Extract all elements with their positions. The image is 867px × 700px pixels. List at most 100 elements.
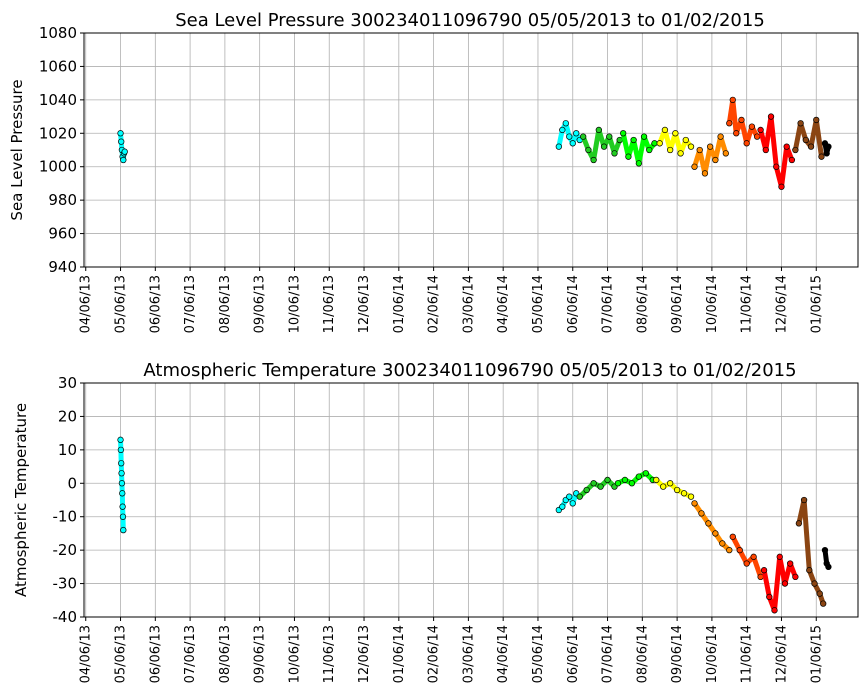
data-point bbox=[807, 143, 815, 150]
x-tick-label: 12/06/13 bbox=[357, 625, 372, 683]
series-aug-2014 bbox=[653, 476, 695, 500]
x-tick-label: 08/06/13 bbox=[218, 275, 233, 333]
data-point bbox=[585, 146, 592, 154]
data-point bbox=[802, 136, 809, 144]
temperature-y-axis-label: Atmospheric Temperature bbox=[12, 403, 30, 597]
data-point bbox=[597, 483, 604, 490]
x-tick-label: 09/06/13 bbox=[253, 275, 268, 333]
data-point bbox=[816, 590, 823, 597]
x-tick-label: 12/06/14 bbox=[774, 625, 789, 683]
x-tick-label: 06/06/13 bbox=[148, 275, 163, 333]
data-point bbox=[583, 486, 590, 494]
data-point bbox=[651, 140, 658, 147]
x-tick-label: 07/06/14 bbox=[601, 625, 616, 683]
data-point bbox=[760, 567, 768, 574]
data-point bbox=[748, 123, 756, 130]
x-tick-label: 09/06/14 bbox=[670, 625, 685, 683]
data-point bbox=[611, 150, 618, 157]
y-tick-label: 940 bbox=[48, 258, 77, 276]
data-point bbox=[787, 560, 794, 567]
y-tick-label: 10 bbox=[58, 441, 77, 459]
x-tick-label: 04/06/14 bbox=[496, 625, 511, 683]
data-point bbox=[792, 573, 799, 581]
series-jan-2015 bbox=[821, 546, 832, 571]
data-point bbox=[792, 146, 799, 154]
x-tick-label: 10/06/14 bbox=[705, 275, 720, 333]
series-jun-2014 bbox=[576, 476, 618, 500]
data-point bbox=[672, 130, 679, 137]
x-tick-label: 01/06/14 bbox=[392, 275, 407, 333]
data-point bbox=[687, 493, 695, 500]
temperature-plot-frame bbox=[83, 382, 859, 618]
data-point bbox=[580, 133, 587, 140]
data-point bbox=[630, 136, 637, 144]
series-jun-2014 bbox=[580, 126, 623, 164]
x-tick-label: 03/06/14 bbox=[461, 625, 476, 683]
data-point bbox=[635, 473, 642, 480]
data-point bbox=[120, 526, 127, 534]
x-tick-label: 01/06/14 bbox=[392, 625, 407, 683]
x-tick-label: 04/06/13 bbox=[79, 625, 94, 683]
y-tick-label: 1080 bbox=[39, 24, 77, 42]
temperature-points bbox=[117, 436, 832, 614]
y-tick-label: -10 bbox=[53, 508, 78, 526]
x-tick-label: 08/06/14 bbox=[635, 625, 650, 683]
temperature-y-ticks: -40 -30 -20 -10 0 10 20 30 bbox=[53, 374, 84, 626]
series-nov-2014 bbox=[757, 113, 796, 190]
data-point bbox=[590, 480, 597, 487]
data-point bbox=[800, 496, 808, 504]
data-point bbox=[604, 476, 611, 484]
series-band bbox=[792, 117, 824, 160]
temperature-title: Atmospheric Temperature 300234011096790 … bbox=[143, 360, 796, 381]
data-point bbox=[717, 133, 724, 140]
series-may-2014 bbox=[555, 490, 580, 514]
data-point bbox=[701, 170, 709, 177]
pressure-grid bbox=[84, 32, 858, 268]
data-point bbox=[743, 560, 750, 567]
y-tick-label: 1040 bbox=[39, 91, 77, 109]
x-tick-label: 10/06/13 bbox=[287, 625, 302, 683]
temperature-grid bbox=[84, 382, 858, 618]
y-tick-label: 960 bbox=[48, 225, 77, 243]
series-oct-2014 bbox=[726, 96, 761, 147]
data-point bbox=[776, 553, 783, 560]
data-point bbox=[766, 593, 773, 601]
series-may-2013 bbox=[117, 130, 128, 164]
data-point bbox=[117, 446, 125, 454]
data-point bbox=[621, 476, 629, 484]
x-tick-label: 01/06/15 bbox=[809, 275, 824, 333]
data-point bbox=[820, 600, 827, 607]
data-point bbox=[119, 503, 126, 510]
data-point bbox=[733, 130, 740, 137]
data-point bbox=[635, 160, 642, 167]
pressure-points bbox=[117, 96, 832, 190]
data-point bbox=[778, 183, 785, 190]
data-point bbox=[691, 163, 698, 170]
y-tick-label: 20 bbox=[58, 407, 77, 425]
data-point bbox=[781, 580, 789, 587]
data-point bbox=[119, 513, 127, 520]
data-point bbox=[566, 493, 573, 500]
x-tick-label: 11/06/13 bbox=[322, 275, 337, 333]
data-point bbox=[667, 146, 674, 154]
pressure-title: Sea Level Pressure 300234011096790 05/05… bbox=[175, 10, 765, 31]
series-dec-2014 bbox=[792, 116, 825, 160]
data-point bbox=[656, 140, 663, 147]
x-tick-label: 12/06/13 bbox=[357, 275, 372, 333]
data-point bbox=[640, 133, 648, 140]
x-tick-label: 06/06/14 bbox=[566, 275, 581, 333]
data-point bbox=[818, 153, 825, 160]
data-point bbox=[118, 480, 126, 487]
x-tick-label: 02/06/14 bbox=[427, 625, 442, 683]
x-tick-label: 10/06/13 bbox=[287, 275, 302, 333]
data-point bbox=[569, 140, 576, 147]
x-tick-label: 08/06/14 bbox=[635, 275, 650, 333]
data-point bbox=[821, 546, 829, 554]
x-tick-label: 02/06/14 bbox=[427, 275, 442, 333]
series-jan-2015 bbox=[821, 140, 832, 157]
data-point bbox=[660, 483, 667, 490]
y-tick-label: -20 bbox=[53, 541, 78, 559]
series-sep-2014 bbox=[691, 500, 733, 554]
y-tick-label: 1000 bbox=[39, 158, 77, 176]
data-point bbox=[120, 156, 127, 164]
